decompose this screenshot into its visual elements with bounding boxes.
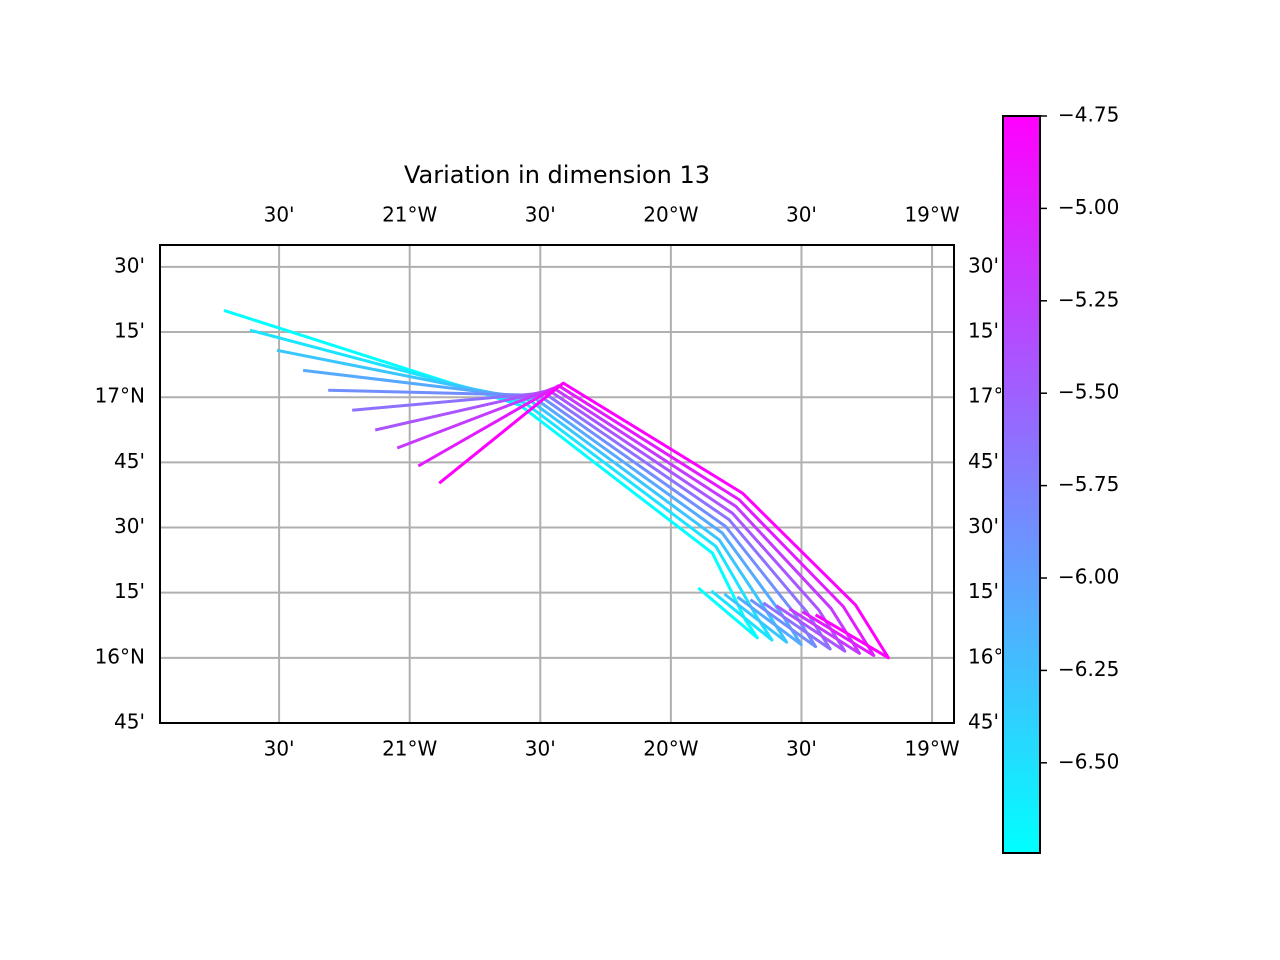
colorbar-tick-label: −6.25 (1058, 657, 1119, 681)
y-tick-label: 30' (114, 253, 145, 277)
y-tick-label: 16°N (95, 644, 145, 668)
chart-title: Variation in dimension 13 (404, 161, 710, 189)
x-tick-label: 30' (525, 737, 556, 761)
x-tick-label: 21°W (382, 203, 437, 227)
y-tick-label: 45' (968, 449, 999, 473)
trajectory-line (328, 388, 818, 649)
y-tick-label: 30' (968, 514, 999, 538)
y-tick-label: 16°N (968, 644, 1018, 668)
colorbar-tick-label: −6.50 (1058, 749, 1119, 773)
y-tick-label: 15' (968, 319, 999, 343)
y-tick-label: 15' (968, 579, 999, 603)
y-tick-label: 15' (114, 319, 145, 343)
x-tick-label: 20°W (643, 203, 698, 227)
x-tick-label: 30' (264, 737, 295, 761)
grid (160, 245, 954, 723)
colorbar (1002, 115, 1041, 854)
y-tick-label: 17°N (95, 384, 145, 408)
x-tick-label: 19°W (904, 737, 959, 761)
plot-frame (159, 244, 955, 724)
trajectory-line (438, 381, 890, 660)
right-tick-labels: 30' 15' 17°N 45' 30' 15' 16°N 45' (968, 253, 1018, 734)
lines (223, 308, 890, 660)
y-tick-label: 30' (968, 253, 999, 277)
colorbar-tick-label: −5.00 (1058, 195, 1119, 219)
trajectory-line (417, 384, 876, 657)
trajectory-line (352, 391, 832, 651)
x-tick-label: 30' (786, 737, 817, 761)
colorbar-tick-label: −4.75 (1058, 103, 1119, 127)
trajectory-line (223, 308, 759, 640)
y-tick-label: 45' (114, 710, 145, 734)
colorbar-tick-label: −5.75 (1058, 472, 1119, 496)
trajectory-line (374, 388, 847, 653)
x-tick-label: 19°W (904, 203, 959, 227)
y-tick-label: 45' (114, 449, 145, 473)
colorbar-tick-label: −5.50 (1058, 380, 1119, 404)
trajectory-line (396, 386, 861, 655)
x-tick-label: 20°W (643, 737, 698, 761)
x-tick-label: 21°W (382, 737, 437, 761)
y-tick-label: 17°N (968, 384, 1018, 408)
y-tick-label: 30' (114, 514, 145, 538)
colorbar-tick-label: −5.25 (1058, 287, 1119, 311)
colorbar-tick-label: −6.00 (1058, 565, 1119, 589)
x-tick-label: 30' (264, 203, 295, 227)
y-tick-label: 15' (114, 579, 145, 603)
x-tick-label: 30' (786, 203, 817, 227)
x-tick-label: 30' (525, 203, 556, 227)
y-tick-label: 45' (968, 710, 999, 734)
